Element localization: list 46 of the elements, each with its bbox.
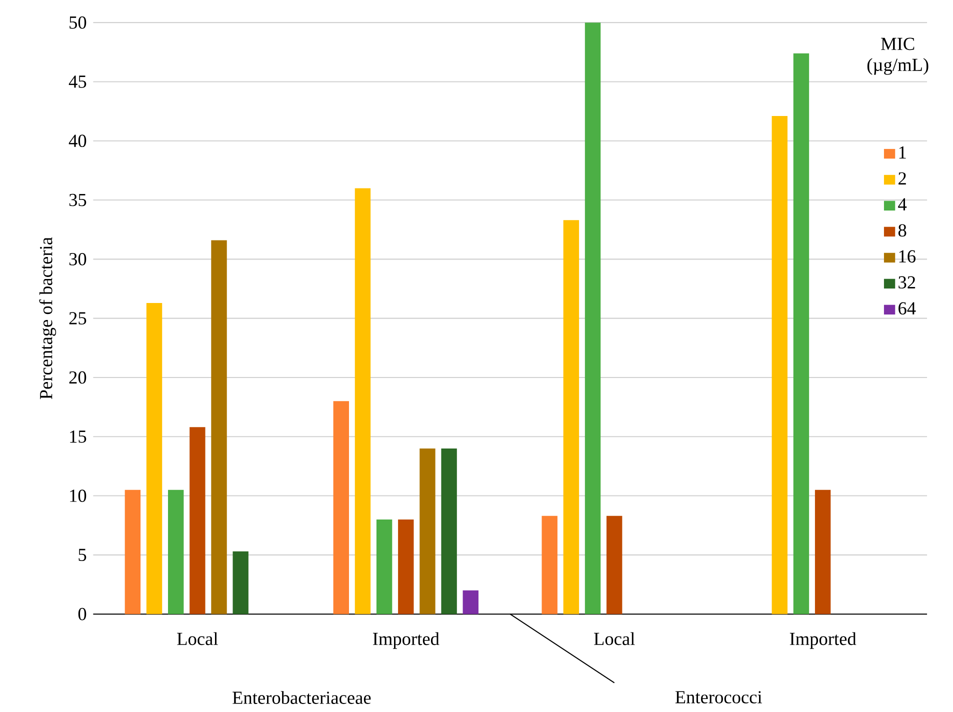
y-tick-label: 0 bbox=[78, 608, 86, 620]
bar bbox=[420, 448, 436, 614]
y-tick-label: 50 bbox=[70, 16, 86, 29]
bar bbox=[333, 401, 349, 614]
bar bbox=[563, 220, 580, 614]
legend-label: 8 bbox=[898, 224, 906, 236]
bar bbox=[398, 519, 414, 614]
x-tick-label: Imported bbox=[790, 632, 856, 649]
bar bbox=[168, 490, 184, 614]
x-tick-label: Local bbox=[594, 632, 635, 646]
bar bbox=[462, 590, 478, 614]
text: Enterococci bbox=[675, 690, 762, 704]
bar bbox=[542, 516, 558, 614]
legend-title: MIC (µg/mL) bbox=[867, 38, 928, 75]
y-tick-label: 45 bbox=[68, 75, 86, 88]
legend-label: 2 bbox=[898, 172, 906, 184]
text: Enterobacteriaceae bbox=[232, 690, 371, 704]
x-tick-label: Imported bbox=[372, 632, 440, 649]
legend-label: 1 bbox=[899, 146, 906, 158]
bar bbox=[232, 551, 248, 614]
bar bbox=[441, 448, 457, 614]
legend-label: 64 bbox=[898, 302, 916, 314]
y-tick-label: 40 bbox=[68, 134, 86, 147]
y-tick-label: 35 bbox=[69, 194, 86, 206]
y-tick-label: 10 bbox=[70, 490, 86, 502]
bar bbox=[606, 516, 622, 614]
legend-label: 32 bbox=[898, 276, 916, 288]
bar bbox=[814, 490, 831, 614]
y-tick-label: 30 bbox=[69, 252, 86, 266]
bar bbox=[190, 427, 206, 614]
bar bbox=[772, 116, 788, 614]
bar bbox=[584, 22, 601, 614]
legend-label: 4 bbox=[898, 198, 907, 210]
y-tick-label: 5 bbox=[78, 548, 86, 561]
legend-label: 16 bbox=[899, 250, 916, 262]
y-axis-title: Percentage of bacteria bbox=[39, 237, 56, 400]
bar bbox=[354, 188, 371, 614]
y-tick-label: 25 bbox=[69, 312, 86, 324]
y-tick-label: 15 bbox=[70, 430, 86, 443]
bar bbox=[211, 240, 227, 614]
bar bbox=[124, 490, 141, 614]
bar bbox=[376, 519, 392, 614]
y-tick-label: 20 bbox=[69, 371, 86, 384]
x-tick-label: Local bbox=[177, 632, 218, 646]
bar bbox=[146, 302, 162, 614]
bar bbox=[793, 53, 810, 614]
